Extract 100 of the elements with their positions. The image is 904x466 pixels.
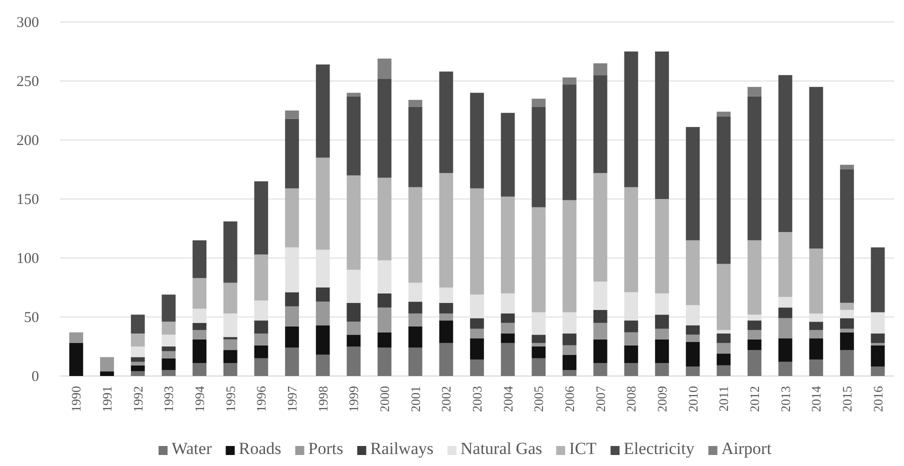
x-tick-label: 2016	[870, 386, 886, 412]
bar	[624, 52, 638, 188]
bar	[285, 118, 299, 188]
bar	[378, 178, 392, 260]
bar	[470, 92, 484, 188]
bar	[408, 100, 422, 107]
bar	[748, 96, 762, 240]
bar	[655, 293, 669, 315]
bar	[408, 313, 422, 326]
bar	[562, 200, 576, 312]
bar	[686, 334, 700, 342]
bar	[162, 358, 176, 370]
bar	[223, 282, 238, 314]
bar	[439, 342, 454, 376]
bar	[254, 320, 268, 334]
bar	[439, 173, 454, 288]
bar	[748, 330, 762, 340]
bar	[716, 334, 731, 343]
bar	[408, 348, 422, 376]
bar	[686, 127, 700, 240]
bar	[378, 348, 392, 376]
bar	[254, 345, 268, 358]
bar	[254, 334, 268, 346]
bar	[562, 84, 576, 200]
y-tick-label: 150	[16, 192, 39, 208]
bar	[285, 188, 299, 248]
bar	[316, 354, 330, 376]
x-tick-label: 2001	[408, 386, 423, 412]
bar	[778, 308, 792, 318]
bar	[840, 170, 854, 303]
bar	[408, 326, 422, 348]
bar	[162, 346, 176, 352]
bar	[748, 339, 762, 350]
bar	[316, 325, 330, 355]
bar	[439, 72, 454, 174]
bar	[69, 342, 84, 376]
bar	[655, 52, 669, 199]
bar	[562, 370, 576, 376]
bar	[716, 330, 731, 334]
bar	[130, 346, 145, 358]
bar	[130, 371, 145, 376]
bar	[593, 282, 608, 310]
bar	[624, 345, 638, 364]
bar	[285, 306, 299, 326]
x-tick-label: 1999	[346, 386, 362, 412]
bar	[624, 332, 638, 346]
x-tick-label: 2012	[747, 386, 762, 412]
bar	[346, 96, 361, 176]
bar	[562, 345, 576, 355]
x-tick-label: 1992	[130, 386, 146, 412]
x-tick-label: 1991	[100, 386, 115, 412]
bar	[223, 363, 238, 376]
bar	[378, 58, 392, 79]
bar	[378, 308, 392, 332]
bar	[778, 362, 792, 376]
bar	[500, 112, 515, 197]
bar	[470, 328, 484, 338]
bar	[748, 320, 762, 330]
bar	[130, 334, 145, 346]
y-tick-label: 250	[16, 74, 39, 90]
bar	[254, 181, 268, 254]
bar	[840, 328, 854, 332]
bar	[162, 370, 176, 376]
bar	[593, 339, 608, 364]
x-tick-label: 1990	[68, 386, 84, 412]
bar	[470, 338, 484, 360]
bar	[316, 64, 330, 158]
bar	[840, 350, 854, 376]
bar	[378, 260, 392, 294]
bar	[223, 350, 238, 364]
x-tick-label: 2007	[592, 386, 608, 412]
bar	[778, 75, 792, 232]
bar	[593, 173, 608, 282]
bar	[346, 302, 361, 322]
bar	[378, 78, 392, 178]
bar	[716, 342, 731, 354]
bar	[593, 363, 608, 376]
bar	[748, 86, 762, 96]
x-tick-label: 2004	[500, 386, 516, 412]
bar	[624, 320, 638, 332]
x-tick-label: 2003	[470, 386, 485, 412]
bar	[870, 342, 885, 346]
bar	[809, 86, 824, 249]
x-tick-label: 2009	[654, 386, 670, 412]
bar	[593, 310, 608, 323]
bar	[532, 98, 546, 107]
bar	[809, 338, 824, 360]
legend-label: Natural Gas	[460, 439, 542, 458]
x-tick-label: 2008	[624, 386, 639, 412]
bar	[655, 314, 669, 329]
bar	[316, 302, 330, 326]
bar	[346, 175, 361, 270]
legend-label: Electricity	[624, 439, 695, 458]
bar	[316, 158, 330, 250]
legend-label: Airport	[721, 439, 772, 458]
bar	[593, 75, 608, 174]
bar	[532, 346, 546, 358]
x-tick-label: 2015	[840, 386, 855, 412]
bar	[532, 342, 546, 346]
bar	[562, 77, 576, 85]
